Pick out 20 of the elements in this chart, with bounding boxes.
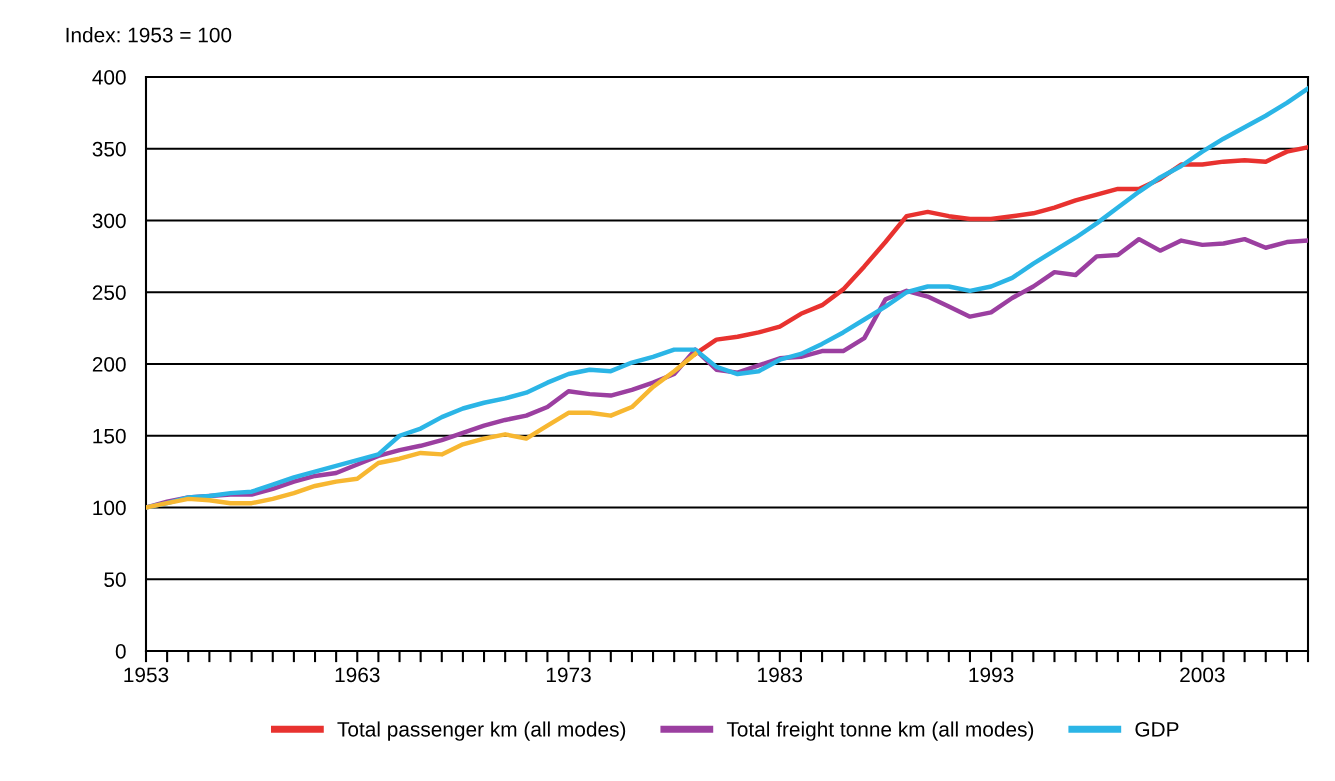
legend-label: GDP bbox=[1135, 721, 1179, 737]
y-tick-label: 300 bbox=[92, 213, 126, 229]
y-tick-label: 400 bbox=[92, 70, 126, 85]
y-tick-label: 100 bbox=[93, 500, 126, 516]
x-tick-label: 1963 bbox=[335, 667, 380, 683]
y-tick-label: 0 bbox=[115, 644, 126, 659]
y-tick-label: 50 bbox=[104, 572, 126, 587]
line-series bbox=[146, 351, 698, 510]
y-tick-label: 250 bbox=[92, 285, 126, 300]
y-axis-title: Index: 1953 = 100 bbox=[66, 27, 232, 43]
x-tick-label: 2003 bbox=[1180, 667, 1225, 683]
legend-label: Total freight tonne km (all modes) bbox=[726, 721, 1034, 741]
y-tick-label: 200 bbox=[92, 357, 126, 372]
y-tick-label: 350 bbox=[92, 141, 126, 157]
legend-label: Total passenger km (all modes) bbox=[337, 721, 626, 741]
x-tick-label: 1953 bbox=[124, 667, 169, 683]
x-tick-label: 1993 bbox=[969, 667, 1014, 683]
x-tick-label: 1983 bbox=[758, 667, 803, 683]
x-tick-label: 1973 bbox=[546, 667, 591, 683]
y-tick-label: 150 bbox=[93, 428, 126, 444]
